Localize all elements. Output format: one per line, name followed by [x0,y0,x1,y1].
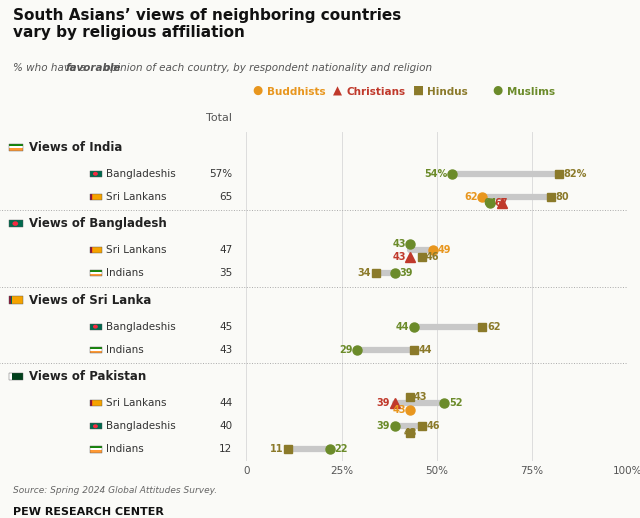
Text: Sri Lankans: Sri Lankans [106,398,167,408]
Text: Views of Pakistan: Views of Pakistan [29,370,146,383]
Text: Views of Bangladesh: Views of Bangladesh [29,217,166,230]
Text: 11: 11 [270,444,284,454]
Text: 45: 45 [219,322,232,332]
Text: ■: ■ [413,84,424,97]
Text: 43: 43 [403,428,417,438]
Text: 43: 43 [219,345,232,355]
Text: 52: 52 [449,398,463,408]
Text: % who have a: % who have a [13,63,89,73]
Text: Hindus: Hindus [427,87,468,97]
Text: ●: ● [493,84,503,97]
Text: Indians: Indians [106,268,144,278]
Text: 22: 22 [335,444,348,454]
Text: Bangladeshis: Bangladeshis [106,322,176,332]
Text: Bangladeshis: Bangladeshis [106,169,176,179]
Text: 35: 35 [219,268,232,278]
Text: 43: 43 [414,392,428,401]
Text: 43: 43 [393,252,406,262]
Text: Views of Sri Lanka: Views of Sri Lanka [29,294,151,307]
Text: 67: 67 [495,198,508,208]
Text: 57%: 57% [209,169,232,179]
Text: Christians: Christians [347,87,406,97]
Text: 34: 34 [358,268,371,278]
Text: 46: 46 [426,252,439,262]
Text: 43: 43 [393,239,406,249]
Text: Bangladeshis: Bangladeshis [106,421,176,431]
Text: 65: 65 [219,192,232,202]
Text: 54%: 54% [424,169,447,179]
Text: 49: 49 [438,245,451,255]
Text: 64: 64 [483,198,497,208]
Text: 80: 80 [556,192,569,202]
Text: favorable: favorable [65,63,121,73]
Text: 39: 39 [399,268,413,278]
Text: South Asians’ views of neighboring countries
vary by religious affiliation: South Asians’ views of neighboring count… [13,8,401,40]
Text: Total: Total [206,113,232,123]
Text: 39: 39 [377,398,390,408]
Text: 44: 44 [396,322,410,332]
Text: 40: 40 [219,421,232,431]
Text: Sri Lankans: Sri Lankans [106,245,167,255]
Text: opinion of each country, by respondent nationality and religion: opinion of each country, by respondent n… [101,63,432,73]
Text: PEW RESEARCH CENTER: PEW RESEARCH CENTER [13,507,164,516]
Text: 62: 62 [487,322,500,332]
Text: Muslims: Muslims [507,87,555,97]
Text: ●: ● [253,84,263,97]
Text: 44: 44 [219,398,232,408]
Text: 44: 44 [419,345,432,355]
Text: 12: 12 [219,444,232,454]
Text: 43: 43 [393,405,406,414]
Text: 46: 46 [426,421,440,431]
Text: 29: 29 [339,345,352,355]
Text: Indians: Indians [106,444,144,454]
Text: 39: 39 [377,421,390,431]
Text: Buddhists: Buddhists [267,87,326,97]
Text: Sri Lankans: Sri Lankans [106,192,167,202]
Text: 62: 62 [465,192,478,202]
Text: 47: 47 [219,245,232,255]
Text: Views of India: Views of India [29,141,122,154]
Text: Source: Spring 2024 Global Attitudes Survey.: Source: Spring 2024 Global Attitudes Sur… [13,486,217,495]
Text: Indians: Indians [106,345,144,355]
Text: ▲: ▲ [333,84,342,97]
Text: 82%: 82% [563,169,587,179]
